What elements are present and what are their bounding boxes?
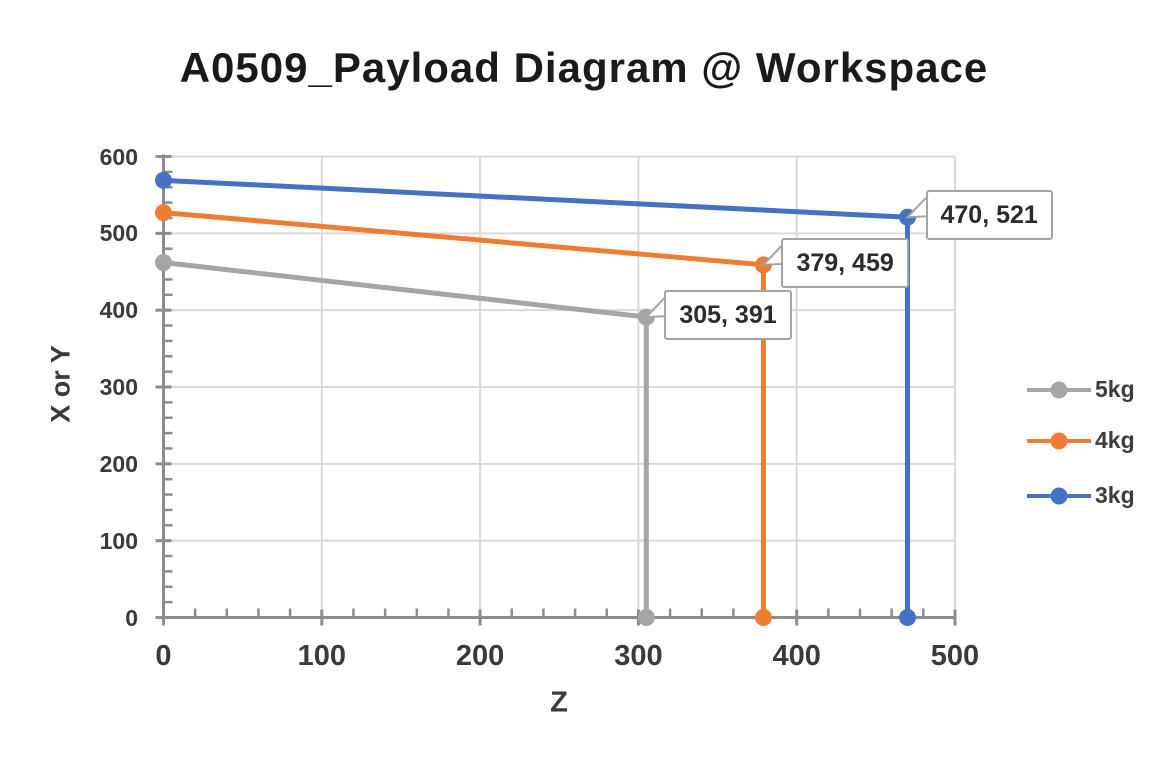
y-tick-label: 0 — [125, 604, 138, 631]
y-axis-title: X or Y — [45, 345, 76, 423]
x-tick-label: 400 — [772, 640, 821, 672]
y-tick-label: 300 — [99, 374, 138, 400]
x-tick-label: 0 — [155, 640, 172, 672]
y-tick-label: 200 — [99, 450, 138, 477]
y-tick-label: 500 — [99, 220, 138, 247]
x-tick-label: 100 — [297, 640, 346, 672]
x-tick-label: 500 — [930, 640, 980, 672]
x-tick-label: 200 — [455, 640, 505, 672]
chart-title: A0509_Payload Diagram @ Workspace — [179, 44, 989, 91]
data-label-5kg: 305, 391 — [664, 290, 792, 341]
data-label-4kg: 379, 459 — [781, 237, 909, 288]
x-tick-label: 300 — [614, 640, 663, 672]
y-tick-label: 400 — [99, 297, 138, 324]
x-axis-title: Z — [550, 686, 568, 719]
data-label-3kg: 470, 521 — [925, 190, 1053, 241]
y-tick-label: 100 — [99, 527, 138, 554]
y-tick-label: 600 — [99, 143, 138, 170]
